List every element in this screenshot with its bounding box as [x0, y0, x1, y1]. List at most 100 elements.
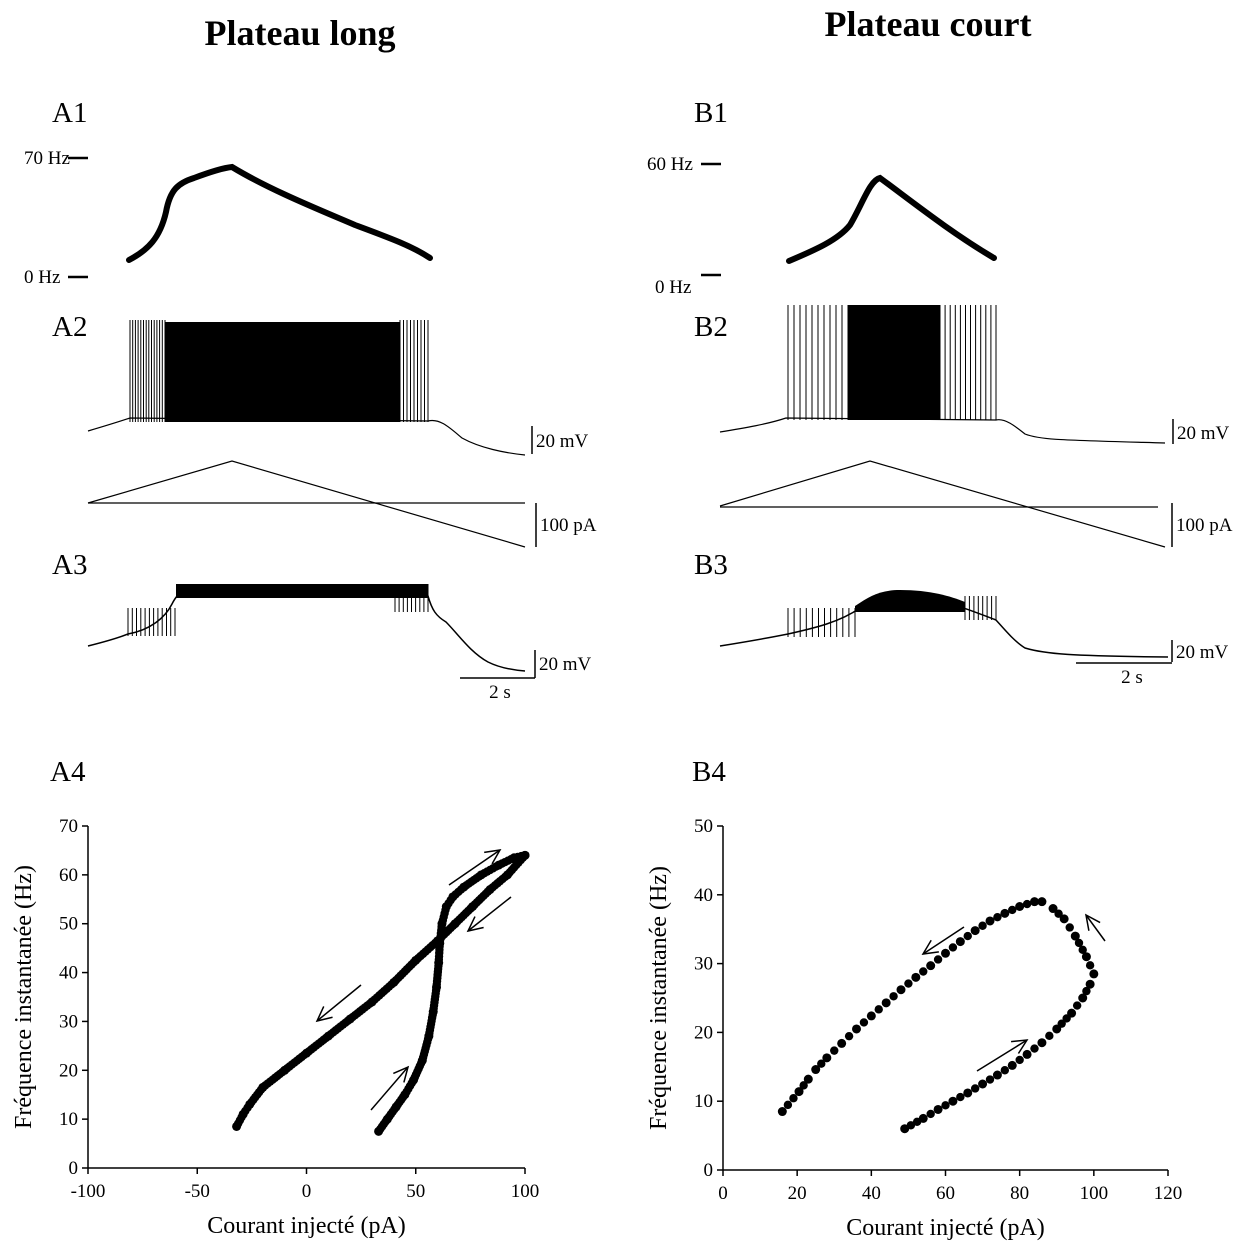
data-point [232, 1121, 242, 1131]
b3-plateau-band [855, 590, 965, 612]
y-tick-label: 50 [59, 914, 78, 935]
data-point [1048, 904, 1058, 914]
data-point [918, 1113, 928, 1123]
data-point [837, 1038, 847, 1048]
trajectory-point [799, 1081, 808, 1090]
data-point [1067, 1008, 1077, 1018]
data-point [1037, 1038, 1047, 1048]
a1-bottom-mark: 0 Hz [24, 267, 60, 288]
panel-label-a3: A3 [52, 549, 87, 581]
y-tick-label: 40 [59, 963, 78, 984]
direction-arrow [370, 1066, 409, 1111]
trajectory-point [1000, 1066, 1010, 1075]
data-point [985, 916, 995, 926]
x-tick-label: 50 [406, 1181, 425, 1202]
y-tick-label: 10 [59, 1109, 78, 1130]
data-point [911, 972, 921, 982]
panel-label-b4: B4 [692, 756, 726, 788]
a3-time-scale: 2 s [489, 682, 511, 703]
data-point [803, 1074, 813, 1084]
y-tick-label: 40 [694, 885, 713, 906]
trajectory-point [926, 1109, 935, 1119]
spike-lines [787, 608, 856, 637]
trajectory-point [919, 967, 928, 976]
panel-label-a1: A1 [52, 97, 87, 129]
data-point [1085, 979, 1095, 989]
trajectory-point [1072, 1001, 1082, 1010]
data-point [881, 998, 891, 1008]
x-axis-label: Courant injecté (pA) [846, 1215, 1045, 1241]
x-tick-label: 60 [936, 1183, 955, 1204]
trajectory-point [941, 1101, 950, 1110]
a2-spike-train [129, 320, 429, 422]
trajectory-point [817, 1059, 826, 1068]
panel-label-b2: B2 [694, 311, 728, 343]
data-point [926, 961, 936, 971]
x-axis-label: Courant injecté (pA) [207, 1213, 406, 1239]
b4-plot: 0 20 40 60 80 100 120 0 10 20 30 40 50 Courant inject… [646, 816, 1182, 1241]
direction-arrowhead [393, 1065, 410, 1083]
data-point [866, 1011, 876, 1021]
data-point [852, 1024, 861, 1034]
direction-arrow [467, 896, 512, 932]
a1-top-mark: 70 Hz [24, 148, 70, 169]
b2-dense-spike-block [848, 305, 940, 420]
column-title-a: Plateau long [204, 13, 395, 53]
spike-lines [939, 305, 997, 420]
y-axis-label: Fréquence instantanée (Hz) [11, 865, 37, 1129]
data-point [1015, 901, 1025, 911]
trajectory-point [830, 1046, 839, 1055]
data-point [963, 1088, 973, 1098]
trajectory-point [933, 955, 943, 964]
x-tick-label: 100 [511, 1181, 540, 1202]
y-tick-label: 20 [694, 1022, 713, 1043]
trajectory-point [956, 1092, 965, 1102]
trajectory-point [859, 1018, 869, 1027]
data-point [896, 985, 906, 995]
data-point [1081, 952, 1091, 962]
trajectory-point [985, 1075, 995, 1084]
trajectory-point [906, 1121, 916, 1130]
spike-lines [399, 320, 429, 422]
x-tick-label: -100 [71, 1181, 106, 1202]
data-point [777, 1107, 787, 1117]
trajectory-point [889, 992, 898, 1001]
direction-arrowhead [921, 939, 939, 955]
trajectory-point [1074, 938, 1084, 948]
x-tick-label: -50 [185, 1181, 210, 1202]
b2-spike-train [787, 305, 997, 420]
data-point [822, 1053, 832, 1063]
panel-label-b3: B3 [694, 549, 728, 581]
spike-lines [127, 608, 176, 636]
direction-arrowhead [1084, 913, 1101, 931]
y-tick-label: 50 [694, 816, 713, 837]
x-tick-label: 80 [1010, 1183, 1029, 1204]
x-tick-label: 0 [302, 1181, 312, 1202]
data-point [811, 1065, 821, 1075]
direction-arrow [448, 849, 501, 886]
spike-lines [964, 596, 997, 620]
direction-arrow [976, 1039, 1028, 1072]
trajectory-point [1008, 905, 1017, 915]
trajectory-point [874, 1005, 883, 1014]
trajectory-point [963, 931, 972, 941]
data-point [1030, 897, 1039, 907]
direction-arrowhead [466, 916, 484, 933]
y-tick-label: 60 [59, 865, 78, 886]
trajectory-point [1085, 961, 1095, 970]
b2-voltage-scale: 20 mV [1177, 423, 1230, 444]
data-point [992, 1070, 1002, 1080]
data-point [1059, 914, 1069, 924]
trajectory-point [1078, 945, 1087, 955]
trajectory-point [1015, 1055, 1024, 1065]
x-tick-label: 120 [1154, 1183, 1183, 1204]
x-tick-label: 40 [862, 1183, 881, 1204]
data-point [1000, 908, 1010, 918]
trajectory-point [1054, 909, 1063, 918]
data-point [948, 1096, 958, 1106]
a2-membrane-baseline [87, 417, 526, 456]
data-point [978, 1079, 988, 1089]
data-point [955, 937, 965, 947]
y-tick-label: 20 [59, 1060, 78, 1081]
